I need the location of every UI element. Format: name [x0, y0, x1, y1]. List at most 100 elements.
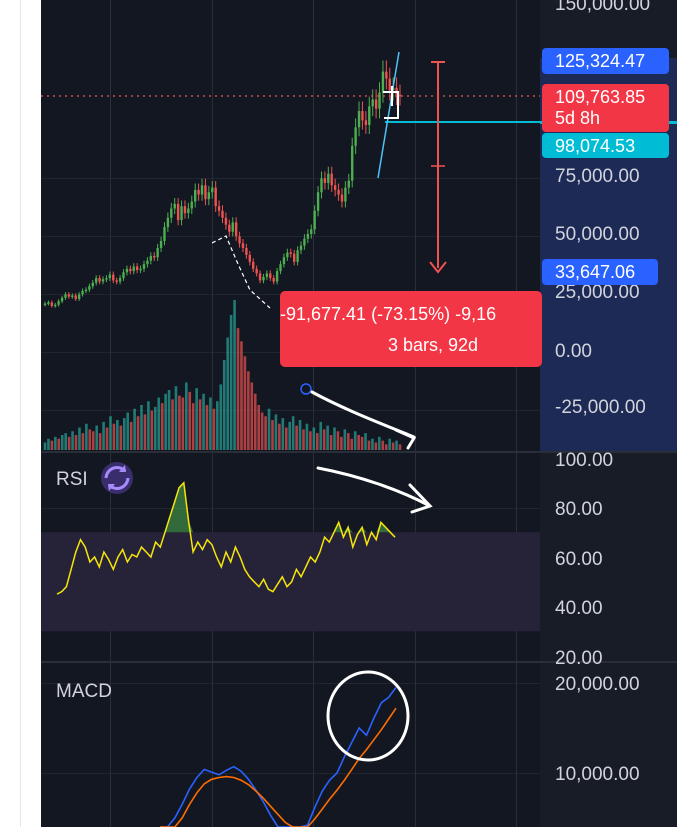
volume-bar: [364, 433, 367, 450]
candle-body: [91, 282, 94, 287]
volume-bar: [85, 423, 88, 450]
candle-body: [135, 266, 139, 270]
rsi-tick: 40.00: [555, 598, 603, 619]
volume-bar: [116, 420, 119, 450]
candle-body: [238, 236, 241, 244]
pane-separator-macd[interactable]: [41, 661, 677, 663]
volume-bar: [129, 421, 133, 450]
volume-bar: [309, 431, 312, 450]
volume-bar: [388, 438, 391, 450]
candle-body: [163, 227, 166, 241]
candle-body: [234, 222, 238, 237]
grid-line-vertical: [516, 0, 517, 827]
candle-body: [71, 295, 74, 297]
candle-body: [262, 276, 265, 281]
volume-bar: [298, 420, 302, 450]
volume-bar: [43, 442, 47, 450]
candlestick-series: [43, 60, 402, 308]
measure-change: -91,677.41 (-73.15%) -9,16: [280, 304, 496, 324]
candle-body: [378, 92, 381, 109]
volume-bar: [60, 435, 64, 450]
candle-body: [129, 268, 132, 272]
volume-bar: [171, 399, 174, 450]
candle-body: [265, 273, 269, 277]
volume-bar: [395, 440, 398, 450]
last-price-badge: [542, 84, 669, 132]
volume-bar: [160, 403, 164, 450]
volume-bar: [340, 436, 343, 450]
volume-bar: [398, 444, 402, 450]
candle-body: [306, 234, 310, 239]
volume-bar: [288, 421, 292, 450]
candle-body: [122, 272, 125, 279]
target-high-price: 125,324.47: [555, 51, 645, 71]
volume-bar: [264, 416, 267, 450]
trend-line: [377, 51, 400, 179]
volume-bar: [271, 420, 274, 450]
candle-body: [313, 210, 316, 230]
volume-bar: [281, 418, 285, 450]
candle-body: [84, 289, 88, 292]
volume-bar: [181, 397, 185, 450]
volume-bar: [91, 431, 95, 450]
candle-body: [166, 217, 170, 228]
candle-body: [320, 178, 323, 193]
candle-body: [64, 294, 67, 298]
price-tick: 50,000.00: [555, 224, 640, 245]
candle-body: [385, 71, 388, 79]
volume-bar: [209, 397, 212, 450]
refresh-icon[interactable]: [101, 462, 133, 494]
pattern-line: [211, 235, 271, 309]
candle-body: [245, 247, 248, 255]
price-tick: 25,000.00: [555, 282, 640, 303]
candle-body: [374, 99, 378, 109]
volume-bar: [95, 425, 98, 450]
candle-body: [303, 238, 306, 246]
volume-bar: [333, 427, 336, 450]
volume-bars: [43, 300, 402, 450]
pane-separator-rsi[interactable]: [41, 451, 677, 453]
volume-bar: [274, 414, 278, 450]
price-tick: 150,000.00: [555, 0, 650, 15]
volume-bar: [305, 423, 309, 450]
volume-bar: [336, 431, 340, 450]
candle-body: [282, 257, 286, 265]
last-price: 109,763.85: [555, 87, 645, 107]
rsi-tick: 60.00: [555, 549, 603, 570]
volume-bar: [222, 360, 226, 450]
candle-body: [357, 111, 361, 128]
rsi-tick: 100.00: [555, 450, 613, 471]
candle-body: [146, 260, 149, 265]
volume-bar: [195, 388, 198, 450]
volume-bar: [357, 435, 360, 450]
volume-bar: [312, 427, 316, 450]
candle-body: [361, 111, 364, 121]
candle-body: [217, 206, 221, 211]
volume-bar: [147, 401, 150, 450]
candle-body: [221, 210, 224, 218]
candle-body: [101, 279, 105, 282]
volume-bar: [260, 412, 264, 450]
candle-body: [368, 106, 371, 125]
volume-bar: [188, 391, 192, 450]
volume-bar: [64, 433, 67, 450]
volume-bar: [119, 425, 123, 450]
grid-line-vertical: [110, 0, 111, 827]
volume-bar: [150, 410, 154, 450]
candle-body: [398, 94, 402, 97]
candle-body: [279, 264, 282, 272]
rsi-tick: 80.00: [555, 499, 603, 520]
volume-bar: [81, 433, 85, 450]
volume-bar: [219, 384, 223, 450]
volume-bar: [229, 315, 233, 450]
candle-body: [354, 127, 357, 146]
candle-body: [200, 185, 204, 195]
candle-body: [187, 208, 190, 214]
target-low-price: 33,647.06: [555, 262, 635, 282]
volume-bar: [353, 431, 357, 450]
candle-body: [156, 247, 159, 258]
candle-body: [81, 290, 84, 295]
candle-body: [204, 185, 207, 200]
volume-bar: [384, 444, 388, 450]
